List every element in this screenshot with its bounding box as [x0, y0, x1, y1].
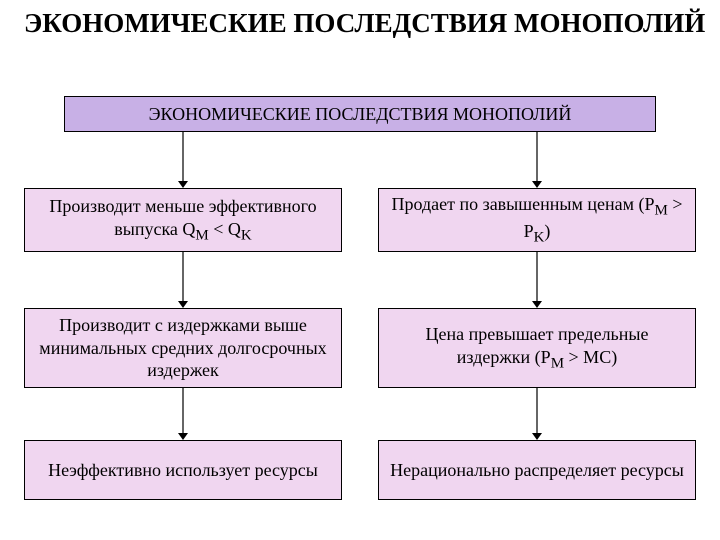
cell-r1-c0: Производит с издержками выше минимальных…	[24, 308, 342, 388]
cell-text: Продает по завышенным ценам (PM > PK)	[387, 193, 687, 248]
header-box: ЭКОНОМИЧЕСКИЕ ПОСЛЕДСТВИЯ МОНОПОЛИЙ	[64, 96, 656, 132]
cell-text: Цена превышает предельные издержки (PM >…	[387, 323, 687, 373]
header-box-text: ЭКОНОМИЧЕСКИЕ ПОСЛЕДСТВИЯ МОНОПОЛИЙ	[149, 103, 572, 126]
cell-text: Нерационально распределяет ресурсы	[390, 459, 684, 482]
cell-r2-c0: Неэффективно использует ресурсы	[24, 440, 342, 500]
cell-r1-c1: Цена превышает предельные издержки (PM >…	[378, 308, 696, 388]
cell-text: Производит меньше эффективного выпуска Q…	[33, 195, 333, 245]
cell-text: Производит с издержками выше минимальных…	[33, 314, 333, 382]
cell-r2-c1: Нерационально распределяет ресурсы	[378, 440, 696, 500]
cell-text: Неэффективно использует ресурсы	[48, 459, 318, 482]
cell-r0-c1: Продает по завышенным ценам (PM > PK)	[378, 188, 696, 252]
page-title: ЭКОНОМИЧЕСКИЕ ПОСЛЕДСТВИЯ МОНОПОЛИЙ	[24, 8, 705, 39]
cell-r0-c0: Производит меньше эффективного выпуска Q…	[24, 188, 342, 252]
